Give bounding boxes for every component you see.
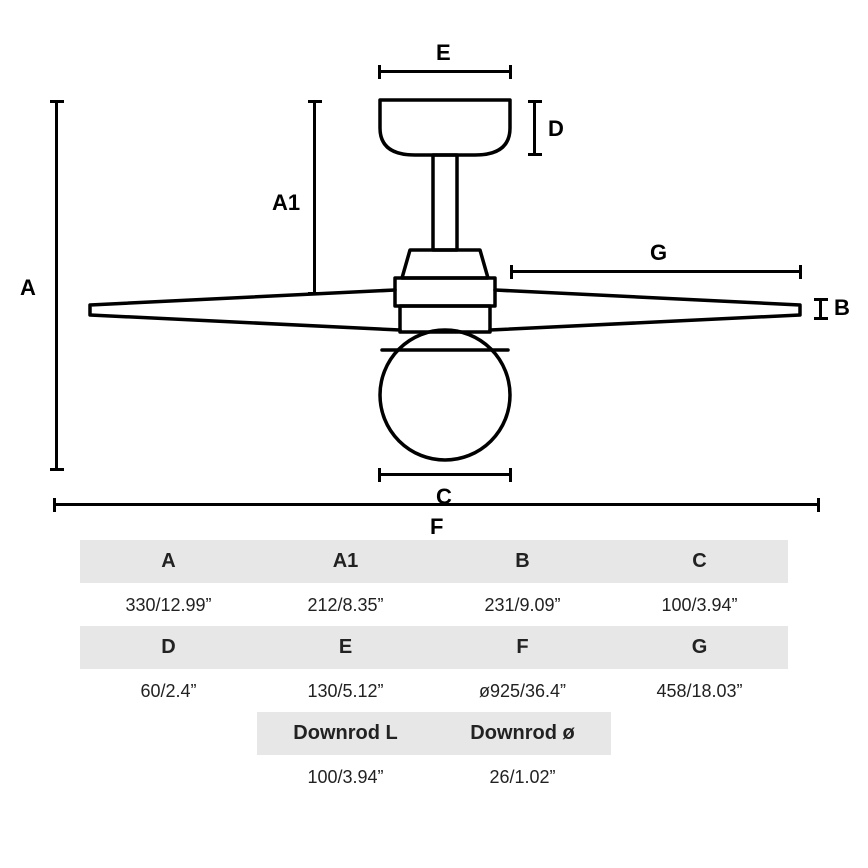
dim-f-line <box>53 503 820 506</box>
label-a: A <box>20 275 36 301</box>
col-header: C <box>611 540 788 583</box>
dim-a1-line <box>313 100 316 295</box>
label-g: G <box>650 240 667 266</box>
col-value: 60/2.4” <box>80 671 257 712</box>
col-header: G <box>611 626 788 669</box>
dim-e-r-tick <box>509 65 512 79</box>
label-e: E <box>436 40 451 66</box>
dim-a-bot-tick <box>50 468 64 471</box>
dim-b-bot-tick <box>814 317 828 320</box>
label-a1: A1 <box>272 190 300 216</box>
dim-c-line <box>378 473 512 476</box>
dim-a-line <box>55 100 58 470</box>
dim-c-r-tick <box>509 468 512 482</box>
col-header: B <box>434 540 611 583</box>
col-value: ø925/36.4” <box>434 671 611 712</box>
col-header: Downrod ø <box>434 712 611 755</box>
col-header: E <box>257 626 434 669</box>
table-header-row: A A1 B C <box>80 540 788 585</box>
col-header: A1 <box>257 540 434 583</box>
label-f: F <box>430 514 443 540</box>
dim-e-line <box>378 70 512 73</box>
dim-a1-bot-tick <box>308 292 322 295</box>
specifications-table: A A1 B C 330/12.99” 212/8.35” 231/9.09” … <box>80 540 788 798</box>
table-value-row: 330/12.99” 212/8.35” 231/9.09” 100/3.94” <box>80 585 788 626</box>
col-value: 26/1.02” <box>434 757 611 798</box>
table-header-row: Downrod L Downrod ø <box>80 712 788 757</box>
col-header: D <box>80 626 257 669</box>
col-value: 330/12.99” <box>80 585 257 626</box>
label-b: B <box>834 295 850 321</box>
label-d: D <box>548 116 564 142</box>
dim-d-line <box>533 100 536 156</box>
col-value: 100/3.94” <box>611 585 788 626</box>
col-header: A <box>80 540 257 583</box>
col-value: 458/18.03” <box>611 671 788 712</box>
table-value-row: 100/3.94” 26/1.02” <box>80 757 788 798</box>
col-value: 231/9.09” <box>434 585 611 626</box>
col-header: F <box>434 626 611 669</box>
fan-dimension-diagram: A A1 E D G B C F <box>50 40 820 500</box>
col-value: 100/3.94” <box>257 757 434 798</box>
col-value: 212/8.35” <box>257 585 434 626</box>
col-header: Downrod L <box>257 712 434 755</box>
col-value: 130/5.12” <box>257 671 434 712</box>
label-c: C <box>436 484 452 510</box>
table-value-row: 60/2.4” 130/5.12” ø925/36.4” 458/18.03” <box>80 671 788 712</box>
dim-g-r-tick <box>799 265 802 279</box>
dim-d-bot-tick <box>528 153 542 156</box>
dim-f-r-tick <box>817 498 820 512</box>
table-header-row: D E F G <box>80 626 788 671</box>
dim-g-line <box>510 270 802 273</box>
